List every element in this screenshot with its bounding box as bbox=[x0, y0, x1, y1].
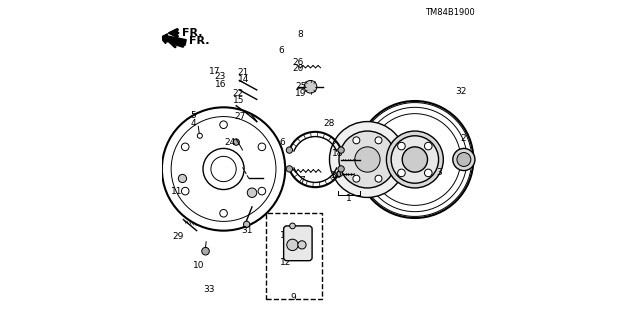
Circle shape bbox=[402, 147, 428, 172]
Circle shape bbox=[397, 142, 405, 150]
Circle shape bbox=[243, 221, 250, 227]
Text: 14: 14 bbox=[238, 75, 249, 84]
Circle shape bbox=[355, 147, 380, 172]
Circle shape bbox=[453, 148, 475, 171]
Text: 21: 21 bbox=[238, 68, 249, 77]
Circle shape bbox=[197, 133, 202, 138]
Text: 3: 3 bbox=[436, 168, 442, 177]
Circle shape bbox=[290, 223, 295, 229]
Text: 13: 13 bbox=[280, 231, 292, 240]
Text: 33: 33 bbox=[203, 285, 214, 294]
Text: 18: 18 bbox=[332, 149, 344, 158]
Text: 20: 20 bbox=[293, 64, 304, 73]
Text: 12: 12 bbox=[280, 258, 292, 267]
Text: 25: 25 bbox=[295, 82, 307, 91]
Text: 32: 32 bbox=[455, 87, 467, 96]
Circle shape bbox=[375, 175, 382, 182]
Text: FR.: FR. bbox=[182, 28, 203, 38]
Circle shape bbox=[247, 188, 257, 197]
Circle shape bbox=[424, 142, 432, 150]
Circle shape bbox=[338, 147, 344, 153]
Text: 8: 8 bbox=[298, 30, 303, 39]
Circle shape bbox=[330, 122, 405, 197]
Text: 11: 11 bbox=[172, 187, 183, 196]
Circle shape bbox=[286, 147, 292, 153]
Text: 24: 24 bbox=[224, 137, 236, 147]
Text: 29: 29 bbox=[173, 233, 184, 241]
Circle shape bbox=[298, 241, 306, 249]
Text: FR.: FR. bbox=[189, 36, 209, 46]
Circle shape bbox=[304, 80, 317, 93]
Circle shape bbox=[339, 131, 396, 188]
Text: 26: 26 bbox=[293, 58, 304, 67]
Text: 23: 23 bbox=[214, 72, 226, 81]
Circle shape bbox=[387, 131, 444, 188]
Text: 30: 30 bbox=[331, 171, 342, 181]
Text: 5: 5 bbox=[190, 111, 196, 120]
Circle shape bbox=[457, 152, 471, 167]
Text: 28: 28 bbox=[323, 119, 335, 128]
Circle shape bbox=[391, 136, 438, 183]
Circle shape bbox=[179, 174, 186, 182]
Text: TM84B1900: TM84B1900 bbox=[425, 8, 475, 17]
Text: 7: 7 bbox=[299, 175, 305, 185]
FancyBboxPatch shape bbox=[284, 226, 312, 261]
Text: 22: 22 bbox=[233, 89, 244, 98]
Bar bbox=[266, 213, 321, 299]
Text: 27: 27 bbox=[235, 112, 246, 121]
FancyArrow shape bbox=[161, 34, 186, 45]
Text: 10: 10 bbox=[193, 261, 205, 270]
Text: 19: 19 bbox=[295, 89, 307, 98]
Text: 6: 6 bbox=[278, 46, 284, 55]
Text: 16: 16 bbox=[214, 80, 226, 89]
Circle shape bbox=[338, 166, 344, 172]
Circle shape bbox=[353, 175, 360, 182]
Text: 15: 15 bbox=[233, 96, 244, 105]
Text: 9: 9 bbox=[291, 293, 296, 301]
Circle shape bbox=[287, 239, 298, 250]
Circle shape bbox=[233, 139, 239, 145]
Circle shape bbox=[337, 171, 342, 177]
Circle shape bbox=[375, 137, 382, 144]
Circle shape bbox=[202, 248, 209, 255]
Circle shape bbox=[397, 169, 405, 177]
Circle shape bbox=[353, 137, 360, 144]
Circle shape bbox=[424, 169, 432, 177]
Text: 4: 4 bbox=[190, 119, 196, 128]
Circle shape bbox=[286, 166, 292, 172]
Text: 31: 31 bbox=[241, 226, 252, 235]
Text: 17: 17 bbox=[209, 67, 221, 76]
Text: 6: 6 bbox=[280, 137, 285, 147]
Text: 2: 2 bbox=[460, 134, 466, 144]
Text: 1: 1 bbox=[346, 194, 351, 203]
